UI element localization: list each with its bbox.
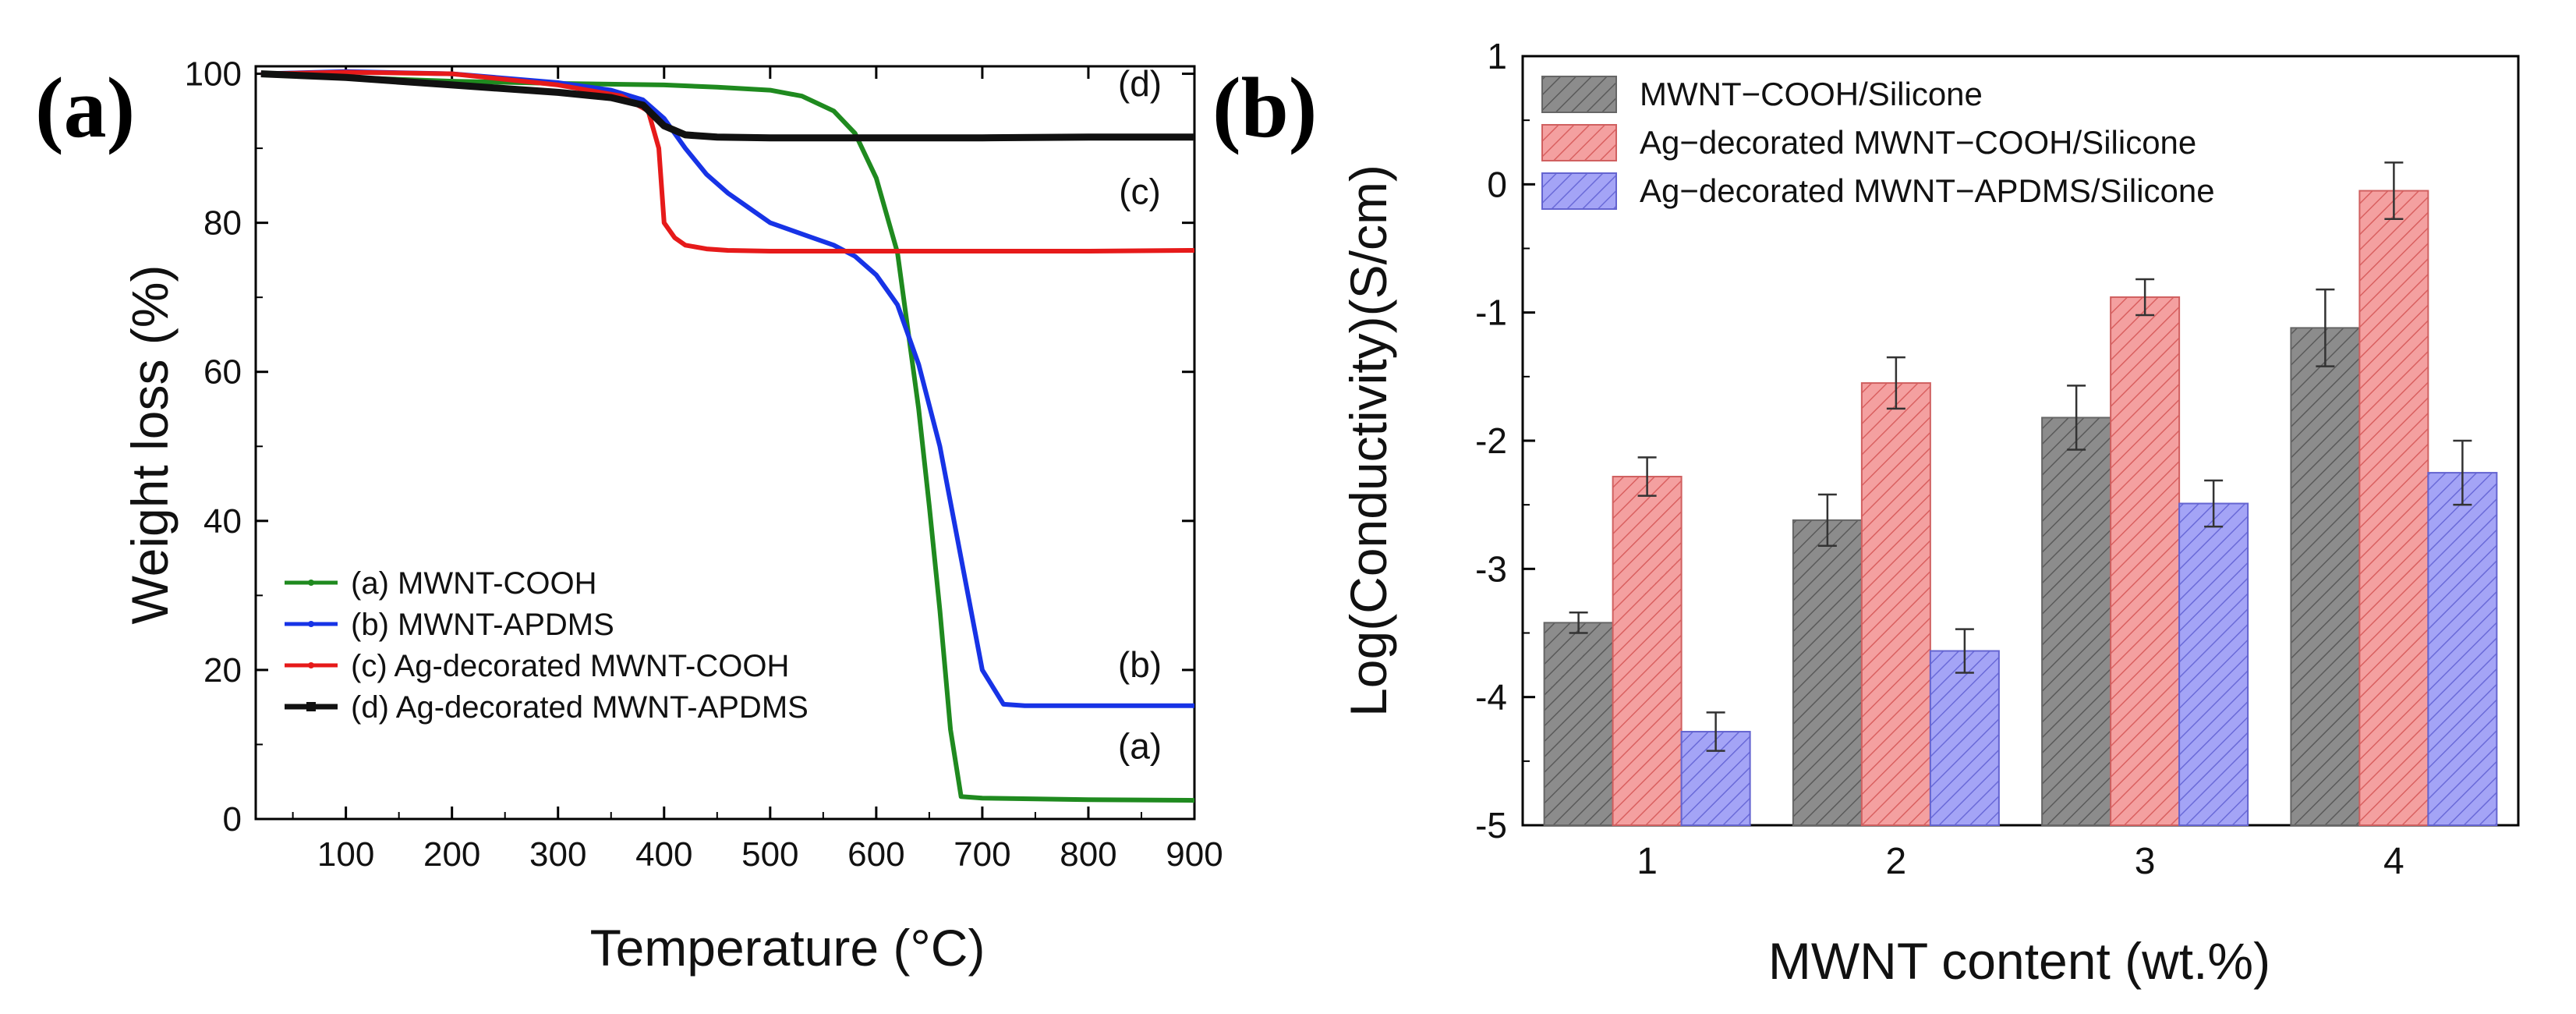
y-tick-label: 40 bbox=[203, 502, 242, 541]
y-tick-label: 100 bbox=[185, 55, 242, 94]
legend-swatch bbox=[1541, 172, 1617, 210]
y-tick-label: 20 bbox=[203, 651, 242, 690]
bar-3 bbox=[2178, 502, 2249, 826]
series-line-2 bbox=[260, 69, 1194, 708]
panel-b-label: (b) bbox=[1212, 60, 1317, 155]
panel-a-x-axis-title: Temperature (°C) bbox=[590, 919, 985, 977]
x-tick-label: 600 bbox=[847, 835, 904, 874]
y-tick-label: 0 bbox=[1487, 164, 1507, 204]
legend-label: MWNT−COOH/Silicone bbox=[1640, 76, 1983, 112]
y-tick-label: -4 bbox=[1475, 677, 1507, 718]
x-tick-label: 800 bbox=[1060, 835, 1116, 874]
bar-2 bbox=[1860, 382, 1931, 826]
series-line-3 bbox=[260, 69, 1195, 254]
panel-a-frame bbox=[254, 65, 1196, 821]
legend-swatch bbox=[1541, 76, 1617, 113]
y-tick-label: -2 bbox=[1475, 420, 1507, 461]
x-tick-label: 4 bbox=[2383, 841, 2404, 882]
curve-label: (d) bbox=[1118, 63, 1162, 104]
bar-3 bbox=[2427, 472, 2498, 826]
legend-label: (c) Ag-decorated MWNT-COOH bbox=[351, 649, 789, 683]
legend-marker bbox=[308, 580, 314, 586]
x-tick-label: 3 bbox=[2135, 841, 2156, 882]
curve-label: (b) bbox=[1118, 644, 1162, 685]
bar-1 bbox=[2041, 417, 2112, 826]
x-tick-label: 400 bbox=[635, 835, 692, 874]
curve-label: (c) bbox=[1119, 171, 1161, 211]
panel-b-x-axis-title: MWNT content (wt.%) bbox=[1768, 932, 2270, 990]
x-tick-label: 1 bbox=[1637, 841, 1658, 882]
panel-b-conductivity-chart: (b) -5 -4 -3 -2 -1 0 1 1 2 3 4 MWNT−COOH/Silicone Ag… bbox=[1212, 36, 2520, 990]
series-line-4 bbox=[260, 70, 1194, 142]
legend-label: (b) MWNT-APDMS bbox=[351, 608, 614, 642]
legend-label: Ag−decorated MWNT−APDMS/Silicone bbox=[1640, 172, 2215, 209]
bar-3 bbox=[1929, 650, 2000, 826]
y-tick-label: 1 bbox=[1487, 36, 1507, 76]
bar-2 bbox=[2358, 190, 2429, 827]
legend-marker bbox=[306, 702, 316, 711]
x-tick-label: 2 bbox=[1886, 841, 1907, 882]
legend-label: (a) MWNT-COOH bbox=[351, 566, 597, 601]
y-tick-label: 60 bbox=[203, 353, 242, 392]
y-tick-label: -3 bbox=[1475, 548, 1507, 589]
x-tick-label: 500 bbox=[741, 835, 798, 874]
y-tick-label: 80 bbox=[203, 204, 242, 243]
panel-a-tga-chart: (a) 100 200 300 400 500 600 700 800 900 0 20 40 60 80… bbox=[35, 55, 1223, 977]
x-tick-label: 700 bbox=[954, 835, 1010, 874]
bar-1 bbox=[1792, 519, 1863, 826]
y-tick-label: -5 bbox=[1475, 805, 1507, 846]
legend-marker bbox=[308, 621, 314, 627]
bar-1 bbox=[1543, 622, 1614, 826]
x-tick-label: 100 bbox=[317, 835, 374, 874]
panel-b-y-axis-title: Log(Conductivity)(S/cm) bbox=[1339, 165, 1397, 717]
legend-swatch bbox=[1541, 124, 1617, 161]
y-tick-label: 0 bbox=[223, 800, 242, 838]
panel-b-plot-area: -5 -4 -3 -2 -1 0 1 1 2 3 4 MWNT−COOH/Silicone Ag−dec… bbox=[1475, 36, 2520, 882]
bar-2 bbox=[1612, 476, 1683, 826]
x-tick-label: 300 bbox=[529, 835, 586, 874]
legend-label: Ag−decorated MWNT−COOH/Silicone bbox=[1640, 124, 2196, 161]
x-tick-label: 900 bbox=[1166, 835, 1223, 874]
legend-marker bbox=[308, 662, 314, 668]
y-tick-label: -1 bbox=[1475, 292, 1507, 333]
bar-1 bbox=[2290, 327, 2361, 826]
bar-2 bbox=[2110, 296, 2181, 826]
panel-a-y-axis-title: Weight loss (%) bbox=[121, 265, 179, 625]
panel-a-label: (a) bbox=[35, 60, 135, 155]
legend-label: (d) Ag-decorated MWNT-APDMS bbox=[351, 690, 809, 725]
panel-a-plot-area: 100 200 300 400 500 600 700 800 900 0 20 40 60 80 100 (… bbox=[185, 55, 1223, 874]
curve-label: (a) bbox=[1118, 725, 1162, 766]
x-tick-label: 200 bbox=[423, 835, 480, 874]
